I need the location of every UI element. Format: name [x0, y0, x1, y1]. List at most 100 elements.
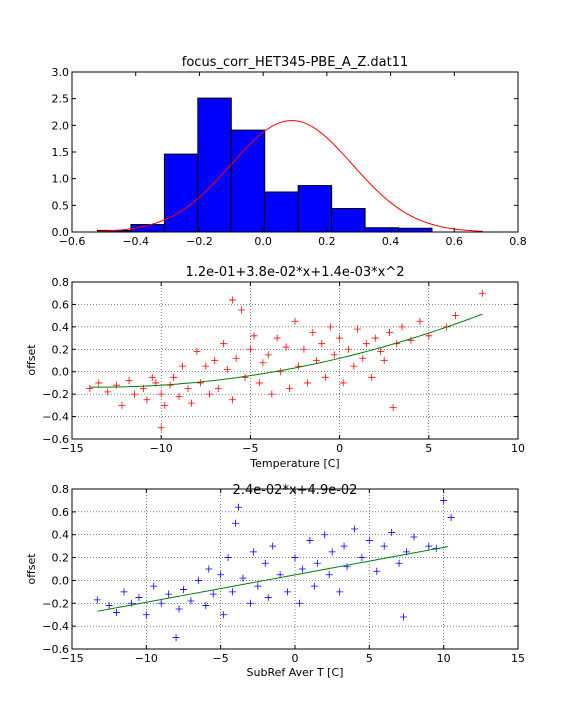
histogram-title: focus_corr_HET345-PBE_A_Z.dat11: [182, 55, 408, 70]
data-point: [318, 340, 326, 348]
data-point: [269, 542, 277, 550]
y-tick-label: 1.5: [52, 146, 70, 159]
data-point: [277, 368, 285, 376]
histogram-bar: [331, 208, 366, 233]
data-point: [157, 390, 165, 398]
data-point: [452, 312, 460, 320]
y-tick-label: −0.6: [42, 433, 69, 446]
temperature-y-ticks: −0.6 −0.4 −0.2 0.0 0.2 0.4 0.6 0.8: [42, 276, 518, 446]
data-point: [300, 345, 308, 353]
y-tick-label: 0.0: [52, 226, 70, 239]
data-point: [224, 554, 232, 562]
y-tick-label: −0.4: [42, 620, 69, 633]
data-point: [336, 588, 344, 596]
data-point: [371, 334, 379, 342]
data-point: [184, 385, 192, 393]
data-point: [229, 296, 237, 304]
data-point: [276, 571, 284, 579]
data-point: [125, 377, 133, 385]
x-tick-label: 0.6: [446, 235, 464, 248]
data-point: [312, 357, 320, 364]
data-point: [229, 396, 237, 404]
data-point: [165, 590, 173, 598]
x-tick-label: 0.4: [382, 235, 400, 248]
data-point: [232, 519, 240, 527]
data-point: [350, 362, 358, 370]
data-point: [142, 611, 150, 619]
y-tick-label: 0.2: [52, 343, 70, 356]
data-point: [410, 533, 418, 541]
data-point: [157, 599, 165, 607]
data-point: [313, 559, 321, 567]
temperature-scatter-panel: 1.2e-01+3.8e-02*x+1.4e-03*x^2 −15 −10 −5 0 5…: [25, 265, 525, 470]
data-point: [93, 596, 101, 604]
data-point: [205, 390, 213, 398]
data-point: [254, 582, 262, 590]
gaussian-fit-curve: [97, 120, 483, 232]
data-point: [211, 357, 219, 364]
data-point: [220, 340, 228, 348]
data-point: [362, 340, 370, 348]
data-point: [194, 576, 202, 584]
data-point: [478, 289, 486, 297]
temperature-fit-title: 1.2e-01+3.8e-02*x+1.4e-03*x^2: [185, 265, 404, 280]
data-point: [202, 362, 210, 370]
y-tick-label: 0.5: [52, 199, 70, 212]
data-point: [350, 525, 358, 533]
y-tick-label: 0.6: [52, 506, 70, 519]
data-point: [264, 351, 272, 359]
x-tick-label: −0.2: [186, 235, 213, 248]
x-tick-label: 10: [437, 652, 451, 665]
data-point: [373, 567, 381, 575]
data-point: [328, 548, 336, 556]
data-point: [407, 336, 415, 344]
data-point: [365, 536, 373, 544]
data-point: [330, 351, 338, 359]
data-point: [321, 373, 329, 381]
data-point: [104, 388, 112, 396]
histogram-x-ticks: −0.6 −0.4 −0.2 0.0 0.2 0.4 0.6 0.8: [59, 72, 527, 248]
data-point: [196, 379, 204, 387]
data-point: [118, 401, 126, 409]
y-tick-label: −0.2: [42, 597, 69, 610]
data-point: [187, 597, 195, 605]
subref-x-label: SubRef Aver T [C]: [247, 666, 344, 679]
data-point: [398, 323, 406, 331]
data-point: [359, 354, 367, 362]
data-point: [264, 594, 272, 602]
x-tick-label: −10: [150, 442, 173, 455]
x-tick-label: −10: [135, 652, 158, 665]
data-point: [95, 379, 103, 387]
x-tick-label: −15: [60, 652, 83, 665]
data-point: [105, 602, 113, 610]
data-point: [175, 605, 183, 613]
data-point: [291, 317, 299, 325]
data-point: [214, 385, 222, 393]
histogram-bar: [297, 185, 333, 233]
data-point: [179, 362, 187, 370]
y-tick-label: 0.8: [52, 276, 70, 289]
data-point: [188, 399, 196, 407]
data-point: [303, 379, 311, 387]
temperature-axes-frame: [71, 281, 519, 440]
data-point: [241, 373, 249, 381]
subref-y-ticks: −0.6 −0.4 −0.2 0.0 0.2 0.4 0.6 0.8: [42, 483, 518, 656]
data-point: [255, 379, 263, 387]
subref-x-ticks: −15 −10 −5 0 5 10 15: [60, 489, 525, 665]
data-point: [400, 613, 408, 621]
histogram-bar: [230, 129, 266, 233]
histogram-bar: [398, 227, 433, 233]
data-point: [120, 588, 128, 596]
data-point: [325, 571, 333, 579]
data-point: [232, 354, 240, 362]
data-point: [250, 332, 258, 340]
y-tick-label: 0.6: [52, 298, 70, 311]
x-tick-label: 5: [366, 652, 373, 665]
data-point: [268, 390, 276, 398]
data-point: [425, 542, 433, 550]
temperature-x-label: Temperature [C]: [249, 457, 339, 470]
histogram-panel: focus_corr_HET345-PBE_A_Z.dat11 −0.6 −0.4…: [52, 55, 527, 248]
data-point: [237, 306, 245, 314]
